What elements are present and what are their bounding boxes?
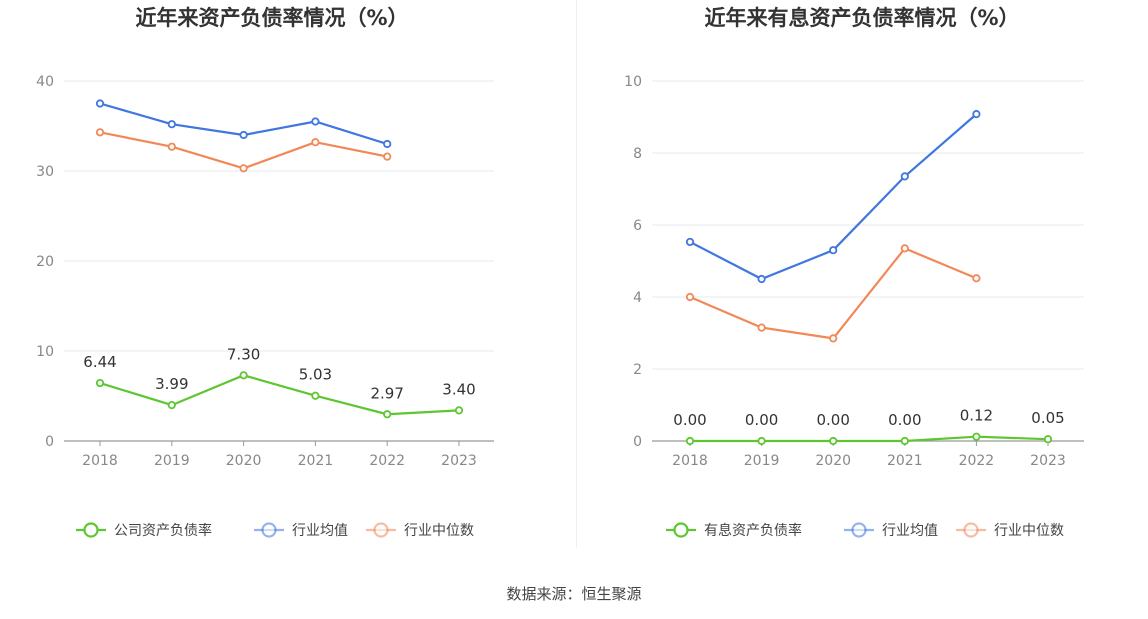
legend-label: 行业中位数 [404, 523, 474, 539]
x-tick-label: 2023 [441, 453, 477, 469]
data-point [454, 406, 464, 415]
x-tick-label: 2023 [1030, 453, 1066, 469]
series-line [690, 435, 1049, 443]
data-point [311, 117, 320, 126]
y-tick-label: 40 [36, 74, 54, 90]
x-tick-label: 2018 [82, 453, 118, 469]
legend-marker [851, 522, 867, 538]
data-point [383, 410, 392, 419]
legend-marker [963, 522, 979, 538]
legend-item: 行业中位数 [956, 522, 1064, 539]
y-tick-label: 4 [633, 290, 642, 306]
data-point [167, 142, 176, 151]
y-tick-label: 10 [36, 344, 54, 360]
data-point [311, 391, 320, 400]
y-tick-label: 20 [36, 254, 54, 270]
data-point [95, 378, 105, 388]
data-point [685, 292, 695, 302]
data-label: 3.40 [442, 380, 475, 398]
data-label: 7.30 [227, 345, 260, 363]
data-point [900, 244, 909, 253]
data-label: 2.97 [370, 384, 403, 402]
series-line [99, 374, 460, 416]
legend-label: 公司资产负债率 [114, 522, 212, 539]
data-label: 0.00 [745, 411, 778, 429]
legend-item: 有息资产负债率 [666, 522, 802, 539]
x-tick-label: 2021 [298, 453, 334, 469]
y-tick-label: 8 [633, 146, 642, 162]
data-label: 0.12 [960, 407, 993, 425]
data-label: 5.03 [299, 366, 332, 384]
legend-marker [673, 522, 689, 538]
data-label: 0.00 [888, 411, 921, 429]
data-point [972, 432, 981, 441]
legend-marker [373, 522, 389, 538]
legend-label: 有息资产负债率 [704, 522, 802, 539]
chart-panel-1: 近年来资产负债率情况（%） 0 10 20 30 40 2018 2019 2020 2021 20… [36, 6, 494, 539]
data-point [239, 164, 248, 173]
x-tick-label: 2020 [226, 453, 262, 469]
series-line [689, 247, 977, 340]
x-tick-label: 2019 [154, 453, 190, 469]
legend-item: 行业中位数 [366, 522, 474, 539]
y-tick-label: 6 [633, 218, 642, 234]
data-point [95, 99, 105, 108]
x-tick-label: 2020 [815, 453, 851, 469]
data-label: 0.05 [1031, 409, 1064, 427]
data-point [685, 436, 695, 446]
legend-item: 公司资产负债率 [76, 522, 212, 539]
data-point [311, 138, 320, 147]
data-point [685, 237, 695, 247]
legend-label: 行业中位数 [994, 523, 1064, 539]
x-tick-label: 2018 [672, 453, 708, 469]
data-point [900, 436, 909, 446]
data-point [757, 274, 766, 284]
chart-title: 近年来资产负债率情况（%） [135, 6, 408, 30]
y-tick-label: 0 [45, 434, 54, 450]
legend-label: 行业均值 [882, 523, 938, 539]
data-point [239, 371, 248, 380]
data-label: 3.99 [155, 375, 188, 393]
data-point [972, 274, 981, 283]
x-tick-label: 2022 [369, 453, 405, 469]
data-point [383, 152, 392, 161]
x-tick-label: 2022 [959, 453, 995, 469]
data-point [757, 436, 766, 446]
legend-item: 行业均值 [844, 522, 938, 539]
data-point [757, 323, 766, 332]
y-tick-label: 10 [624, 74, 642, 90]
legend-marker [261, 522, 277, 538]
legend-item: 行业均值 [254, 522, 348, 539]
chart-panel-2: 近年来有息资产负债率情况（%） 0 2 4 6 8 10 2018 2019 2020 2021 20… [624, 6, 1084, 539]
data-source: 数据来源：恒生聚源 [506, 585, 641, 603]
data-label: 6.44 [83, 353, 116, 371]
data-point [95, 128, 105, 137]
data-label: 0.00 [673, 411, 706, 429]
data-point [1043, 435, 1053, 444]
legend-label: 行业均值 [292, 523, 348, 539]
data-point [972, 110, 981, 119]
y-tick-label: 30 [36, 164, 54, 180]
chart-title: 近年来有息资产负债率情况（%） [704, 6, 1019, 30]
data-point [829, 334, 838, 343]
y-tick-label: 0 [633, 434, 642, 450]
x-tick-label: 2021 [887, 453, 923, 469]
data-point [829, 436, 838, 446]
x-tick-label: 2019 [744, 453, 780, 469]
data-point [383, 139, 392, 149]
data-point [829, 246, 838, 255]
data-label: 0.00 [816, 411, 849, 429]
legend-marker [83, 522, 99, 538]
data-point [167, 400, 176, 410]
data-point [167, 120, 176, 129]
data-point [239, 130, 248, 140]
y-tick-label: 2 [633, 362, 642, 378]
data-point [900, 172, 909, 181]
